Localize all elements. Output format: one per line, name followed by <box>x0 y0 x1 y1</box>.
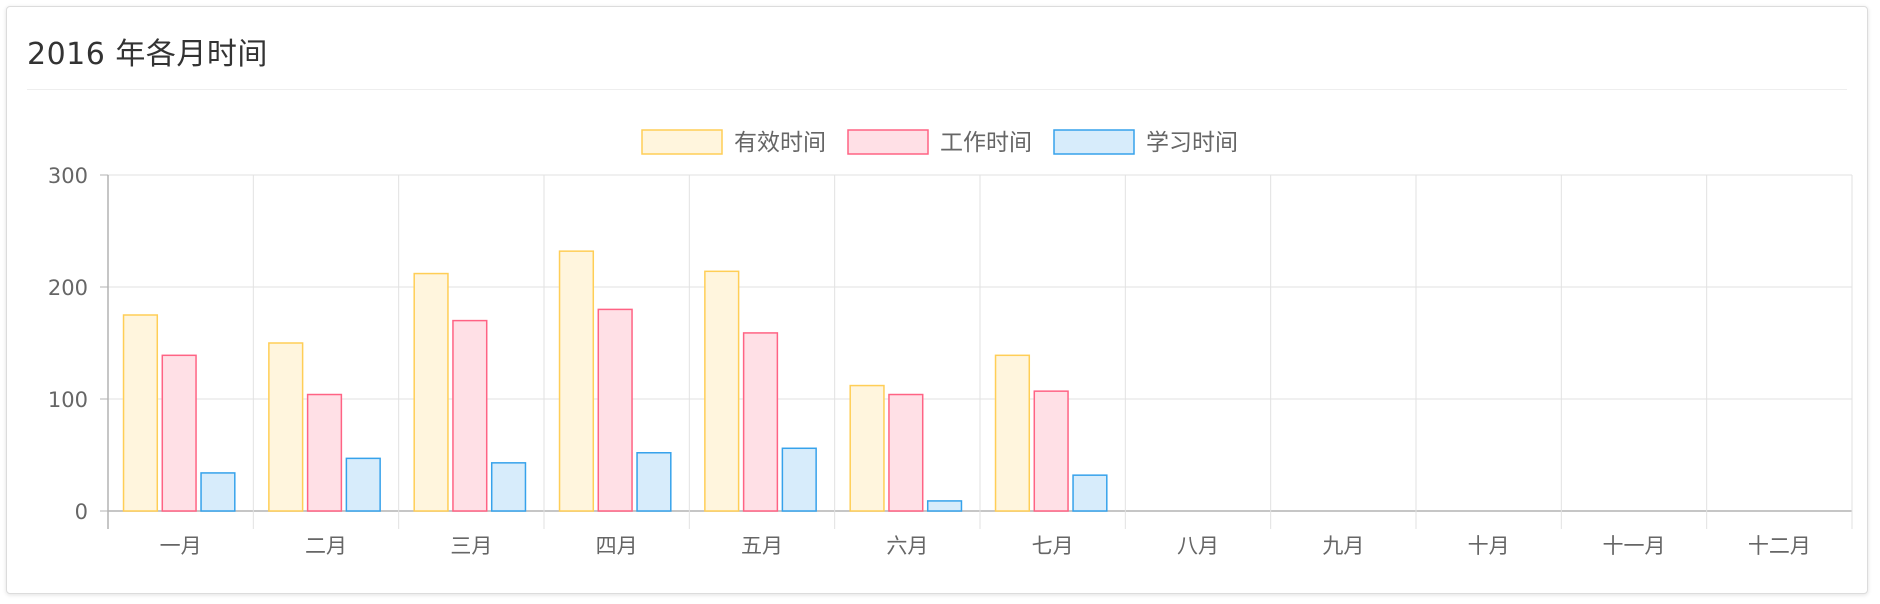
bar[interactable] <box>781 447 817 512</box>
bar[interactable] <box>452 319 488 512</box>
bar[interactable] <box>122 314 159 512</box>
bar[interactable] <box>849 384 885 512</box>
x-tick-label: 八月 <box>1177 534 1219 558</box>
bar[interactable] <box>161 354 197 512</box>
x-tick-label: 五月 <box>741 534 783 558</box>
bar[interactable] <box>704 270 740 512</box>
bar[interactable] <box>558 250 595 512</box>
y-axis-labels: 0 100 200 300 <box>48 164 88 524</box>
bar[interactable] <box>268 342 304 512</box>
legend-item[interactable]: 有效时间 <box>641 129 826 156</box>
x-tick-label: 一月 <box>160 534 202 558</box>
bar[interactable] <box>413 272 449 512</box>
chart-grid <box>107 174 1853 529</box>
bar[interactable] <box>597 308 633 512</box>
x-axis-labels: 一月 二月 三月 四月 五月 六月 七月 八月 九月 十月 十一月 十二月 <box>160 534 1811 558</box>
x-tick-label: 七月 <box>1032 534 1074 558</box>
legend-label: 有效时间 <box>734 130 826 156</box>
chart-legend[interactable]: 有效时间 工作时间 学习时间 <box>641 129 1238 156</box>
legend-item[interactable]: 学习时间 <box>1053 129 1238 156</box>
x-tick-label: 十月 <box>1468 534 1510 558</box>
x-tick-label: 六月 <box>886 534 928 558</box>
y-tick-label: 100 <box>48 388 88 412</box>
bar[interactable] <box>1072 474 1108 512</box>
y-tick-label: 200 <box>48 276 88 300</box>
bar[interactable] <box>200 472 236 512</box>
legend-swatch <box>641 129 723 155</box>
y-tick-label: 300 <box>48 164 88 188</box>
bar[interactable] <box>742 332 779 512</box>
bar[interactable] <box>306 393 343 512</box>
legend-label: 学习时间 <box>1146 130 1238 156</box>
chart-axes <box>100 174 108 512</box>
legend-swatch <box>1053 129 1135 155</box>
x-tick-label: 四月 <box>596 534 638 558</box>
bar[interactable] <box>926 500 963 512</box>
legend-label: 工作时间 <box>940 130 1032 156</box>
bar[interactable] <box>636 452 672 512</box>
bar[interactable] <box>1033 390 1069 512</box>
bar[interactable] <box>888 393 924 512</box>
x-tick-label: 十二月 <box>1748 534 1811 558</box>
legend-item[interactable]: 工作时间 <box>847 129 1032 156</box>
x-tick-label: 十一月 <box>1603 534 1666 558</box>
bar[interactable] <box>345 457 381 512</box>
chart-bars <box>122 250 1108 512</box>
legend-swatch <box>847 129 929 155</box>
x-tick-label: 九月 <box>1322 534 1364 558</box>
title-divider <box>27 89 1847 90</box>
y-tick-label: 0 <box>75 500 88 524</box>
bar[interactable] <box>994 354 1031 512</box>
panel-title: 2016 年各月时间 <box>27 37 268 72</box>
x-tick-label: 二月 <box>305 534 347 558</box>
x-tick-label: 三月 <box>450 534 492 558</box>
bar[interactable] <box>490 462 527 512</box>
